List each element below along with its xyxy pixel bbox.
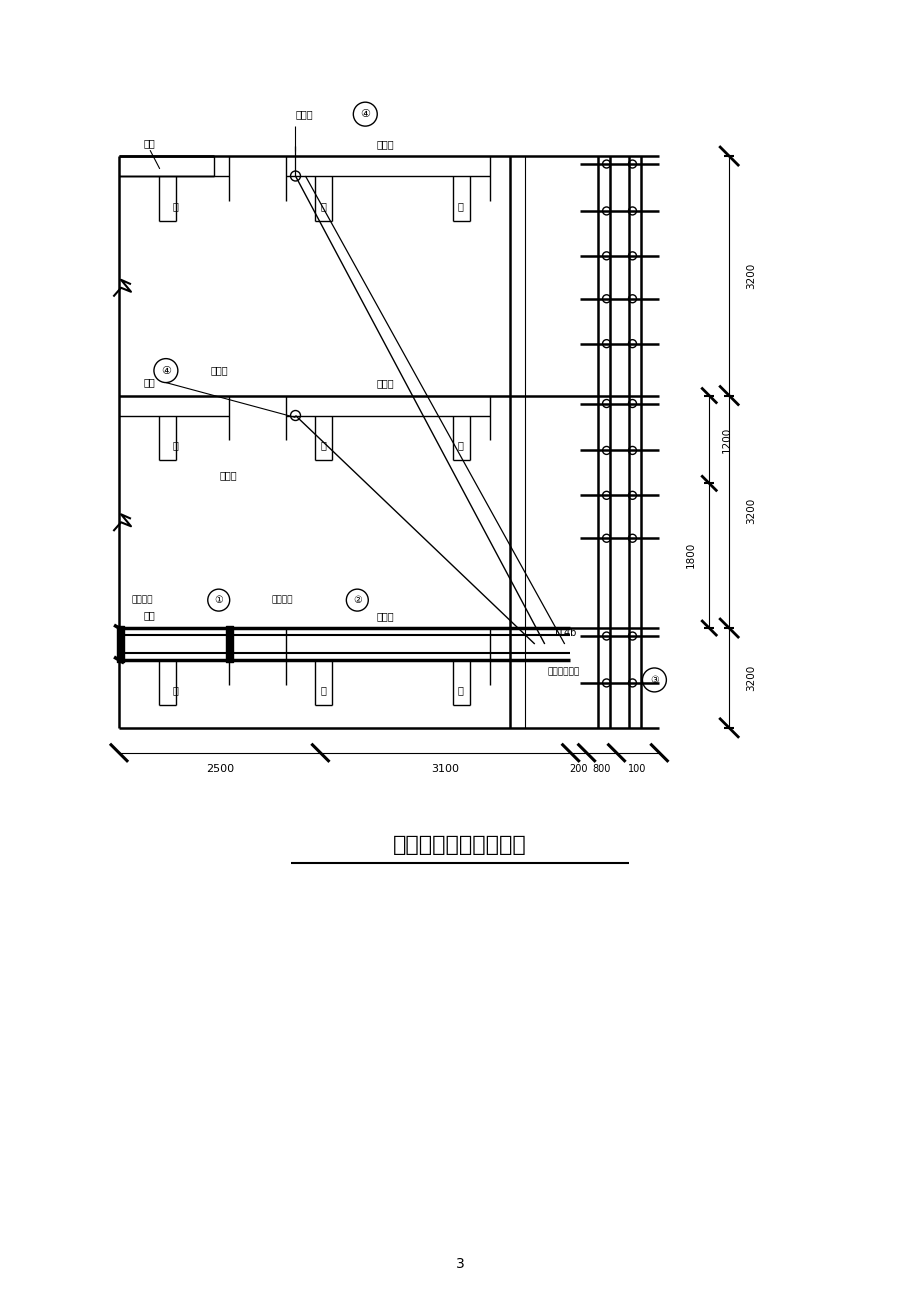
Text: ②: ② <box>353 595 361 605</box>
Text: 吊绳环: 吊绳环 <box>295 109 312 120</box>
Text: 1200: 1200 <box>721 426 732 453</box>
Text: 楼板: 楼板 <box>143 138 154 148</box>
Text: 槽钢套箍: 槽钢套箍 <box>131 595 153 604</box>
Text: 焊接限位钢筋: 焊接限位钢筋 <box>547 668 579 677</box>
Text: 梁: 梁 <box>320 685 326 695</box>
Text: ④: ④ <box>161 366 171 375</box>
Text: 阳台板: 阳台板 <box>376 379 393 388</box>
Text: 3100: 3100 <box>431 764 459 773</box>
Text: 梁: 梁 <box>457 685 462 695</box>
Text: 100: 100 <box>628 764 646 773</box>
Text: 梁: 梁 <box>173 201 178 211</box>
Text: ③: ③ <box>650 674 658 685</box>
Text: 800: 800 <box>592 764 610 773</box>
Text: 3200: 3200 <box>745 665 755 691</box>
Text: 2500: 2500 <box>206 764 233 773</box>
Text: 3200: 3200 <box>745 499 755 525</box>
Text: 楼板: 楼板 <box>143 611 154 620</box>
Text: ④: ④ <box>360 109 369 120</box>
Text: 阳台处挑架搭设示意图: 阳台处挑架搭设示意图 <box>392 835 527 854</box>
Text: 阳台板: 阳台板 <box>376 139 393 150</box>
Text: 梁: 梁 <box>457 201 462 211</box>
Text: ①: ① <box>214 595 223 605</box>
Text: 梁: 梁 <box>457 440 462 450</box>
Text: 1800: 1800 <box>686 542 696 569</box>
Text: 楼板: 楼板 <box>143 378 154 388</box>
Text: 梁: 梁 <box>320 201 326 211</box>
Text: 梁: 梁 <box>320 440 326 450</box>
Text: 槽钢套箍: 槽钢套箍 <box>271 595 292 604</box>
Text: 梁: 梁 <box>173 440 178 450</box>
Text: 3200: 3200 <box>745 263 755 289</box>
Text: 200: 200 <box>569 764 587 773</box>
Text: 预留洞: 预留洞 <box>220 470 237 480</box>
Text: 阳台板: 阳台板 <box>376 611 393 621</box>
Text: I14b: I14b <box>554 628 575 638</box>
Text: 梁: 梁 <box>173 685 178 695</box>
Text: 吊绳环: 吊绳环 <box>210 366 228 375</box>
Text: 3: 3 <box>455 1256 464 1271</box>
